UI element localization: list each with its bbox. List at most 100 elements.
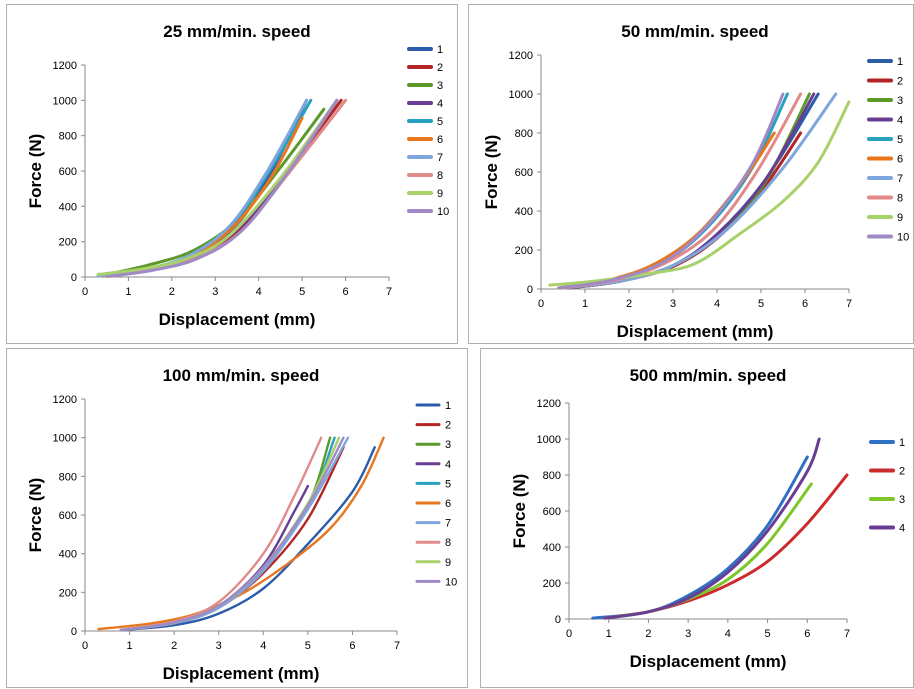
x-tick-label: 6 xyxy=(802,298,808,310)
x-tick-label: 6 xyxy=(343,286,349,298)
y-tick-label: 400 xyxy=(515,206,533,218)
x-tick-label: 2 xyxy=(645,628,651,640)
chart-title: 500 mm/min. speed xyxy=(630,366,787,385)
series-line-9 xyxy=(548,100,851,287)
legend-label-2: 2 xyxy=(897,76,903,88)
series-line-2 xyxy=(109,98,343,278)
y-tick-label: 0 xyxy=(527,284,533,296)
y-axis-label: Force (N) xyxy=(482,135,501,210)
y-tick-label: 0 xyxy=(71,626,77,638)
x-tick-label: 6 xyxy=(349,640,355,652)
x-tick-label: 4 xyxy=(256,286,262,298)
x-tick-label: 3 xyxy=(216,640,222,652)
legend-label-5: 5 xyxy=(897,134,903,146)
x-tick-label: 1 xyxy=(582,298,588,310)
series-line-1 xyxy=(119,446,376,632)
legend-label-2: 2 xyxy=(437,62,443,74)
x-tick-label: 5 xyxy=(758,298,764,310)
legend-label-1: 1 xyxy=(897,56,903,68)
legend-label-3: 3 xyxy=(897,95,903,107)
x-tick-label: 0 xyxy=(82,286,88,298)
y-tick-label: 1200 xyxy=(537,398,561,410)
y-tick-label: 0 xyxy=(555,614,561,626)
x-tick-label: 7 xyxy=(386,286,392,298)
x-tick-label: 2 xyxy=(171,640,177,652)
chart-panel-25: 25 mm/min. speed 0 200 400 600 800 1000 1200 0 1 2… xyxy=(6,4,458,344)
x-tick-label: 1 xyxy=(125,286,131,298)
legend-label-9: 9 xyxy=(445,557,451,569)
series-line-10 xyxy=(119,436,345,632)
legend-label-7: 7 xyxy=(437,152,443,164)
x-tick-label: 6 xyxy=(804,628,810,640)
series-line-6 xyxy=(97,436,385,631)
y-tick-label: 1200 xyxy=(53,60,77,72)
x-tick-label: 7 xyxy=(844,628,850,640)
y-tick-label: 600 xyxy=(515,167,533,179)
x-tick-label: 4 xyxy=(714,298,720,310)
x-tick-label: 4 xyxy=(260,640,266,652)
legend-label-1: 1 xyxy=(445,400,451,412)
legend-label-4: 4 xyxy=(899,523,905,535)
y-axis-label: Force (N) xyxy=(510,474,529,549)
chart-svg-50: 50 mm/min. speed 0 200 400 600 800 1000 1200 0 1 2… xyxy=(482,22,909,341)
y-tick-label: 1200 xyxy=(509,50,533,62)
y-tick-label: 600 xyxy=(59,510,77,522)
legend-label-6: 6 xyxy=(437,134,443,146)
legend-label-9: 9 xyxy=(897,212,903,224)
series-line-4 xyxy=(603,437,821,620)
x-axis-label: Displacement (mm) xyxy=(617,322,774,341)
legend-label-1: 1 xyxy=(437,44,443,56)
chart-panel-50: 50 mm/min. speed 0 200 400 600 800 1000 1200 0 1 2… xyxy=(468,4,914,344)
chart-title: 100 mm/min. speed xyxy=(163,366,320,385)
x-tick-label: 0 xyxy=(538,298,544,310)
x-tick-label: 0 xyxy=(82,640,88,652)
chart-panel-100: 100 mm/min. speed 0 200 400 600 800 1000 1200 0 1… xyxy=(6,348,468,688)
chart-svg-25: 25 mm/min. speed 0 200 400 600 800 1000 1200 0 1 2… xyxy=(26,22,449,329)
x-tick-label: 5 xyxy=(299,286,305,298)
series-line-2 xyxy=(119,446,345,632)
legend-label-8: 8 xyxy=(437,170,443,182)
legend-label-4: 4 xyxy=(437,98,443,110)
x-axis-label: Displacement (mm) xyxy=(163,664,320,683)
series-line-1 xyxy=(565,92,820,290)
x-tick-label: 3 xyxy=(212,286,218,298)
legend-label-10: 10 xyxy=(445,576,457,588)
legend-label-10: 10 xyxy=(437,206,449,218)
y-tick-label: 1000 xyxy=(53,433,77,445)
x-tick-label: 3 xyxy=(670,298,676,310)
chart-panel-500: 500 mm/min. speed 0 200 400 600 800 1000 1200 0 1… xyxy=(480,348,914,688)
legend-label-4: 4 xyxy=(897,115,903,127)
legend-label-7: 7 xyxy=(445,518,451,530)
x-tick-label: 7 xyxy=(846,298,852,310)
chart-svg-100: 100 mm/min. speed 0 200 400 600 800 1000 1200 0 1… xyxy=(26,366,457,683)
y-axis-label: Force (N) xyxy=(26,134,45,209)
y-tick-label: 800 xyxy=(515,128,533,140)
y-tick-label: 600 xyxy=(543,506,561,518)
series-line-9 xyxy=(96,98,339,276)
y-tick-label: 1000 xyxy=(509,89,533,101)
y-tick-label: 200 xyxy=(59,587,77,599)
x-tick-label: 4 xyxy=(725,628,731,640)
series-line-4 xyxy=(105,98,339,278)
x-tick-label: 7 xyxy=(394,640,400,652)
chart-svg-500: 500 mm/min. speed 0 200 400 600 800 1000 1200 0 1… xyxy=(510,366,905,671)
x-tick-label: 0 xyxy=(566,628,572,640)
x-tick-label: 2 xyxy=(169,286,175,298)
x-tick-label: 1 xyxy=(606,628,612,640)
series-line-10 xyxy=(109,98,339,278)
y-tick-label: 800 xyxy=(543,470,561,482)
y-tick-label: 200 xyxy=(515,245,533,257)
legend-label-2: 2 xyxy=(445,420,451,432)
series-line-10 xyxy=(557,92,785,290)
y-tick-label: 800 xyxy=(59,131,77,143)
y-tick-label: 800 xyxy=(59,471,77,483)
y-axis-label: Force (N) xyxy=(26,478,45,553)
x-tick-label: 5 xyxy=(765,628,771,640)
legend-label-2: 2 xyxy=(899,466,905,478)
legend-label-10: 10 xyxy=(897,232,909,244)
legend-label-3: 3 xyxy=(437,80,443,92)
y-tick-label: 600 xyxy=(59,166,77,178)
x-tick-label: 1 xyxy=(127,640,133,652)
y-tick-label: 1000 xyxy=(537,434,561,446)
legend-label-8: 8 xyxy=(897,193,903,205)
